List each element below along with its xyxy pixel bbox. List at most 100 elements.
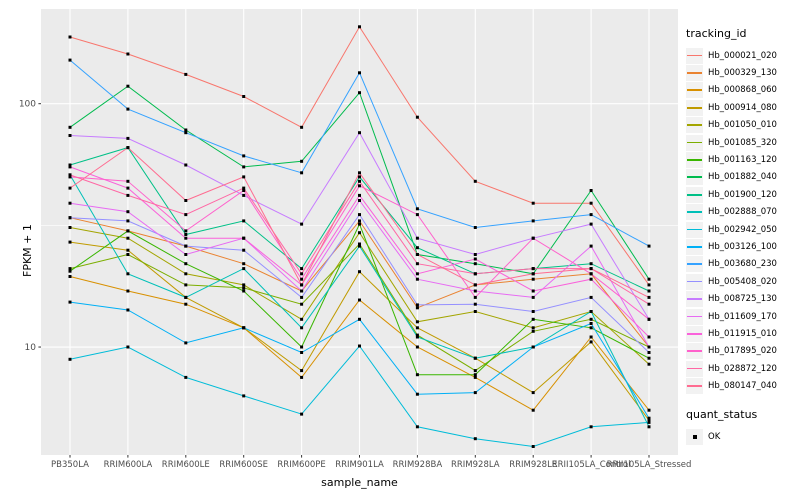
data-point-marker	[68, 226, 72, 229]
data-point-marker	[126, 289, 130, 293]
data-point-marker	[531, 236, 535, 240]
legend-key-swatch	[686, 99, 703, 116]
legend-color-line-icon	[687, 263, 702, 266]
legend-key-swatch	[686, 186, 703, 203]
legend-key-swatch	[686, 117, 703, 134]
legend-item-Hb_017895_020: Hb_017895_020	[686, 343, 798, 360]
legend-key-swatch	[686, 82, 703, 99]
legend-label: Hb_011609_170	[708, 311, 777, 322]
data-point-marker	[68, 300, 72, 304]
legend-color-line-icon	[687, 280, 702, 283]
data-point-marker	[473, 391, 477, 395]
x-tick-label-RRII105LA_Stressed: RRII105LA_Stressed	[607, 460, 692, 470]
legend-color-line-icon	[687, 159, 702, 161]
data-point-marker	[300, 345, 304, 349]
data-point-marker	[647, 351, 651, 354]
data-point-marker	[358, 171, 361, 175]
legend-color-line-icon	[687, 350, 702, 353]
data-point-marker	[473, 373, 477, 377]
data-point-marker	[126, 253, 130, 256]
legend-item-Hb_011609_170: Hb_011609_170	[686, 308, 798, 325]
legend-item-Hb_002942_050: Hb_002942_050	[686, 221, 798, 238]
legend-label: Hb_001882_040	[708, 172, 777, 183]
data-point-marker	[300, 159, 304, 163]
legend-item-Hb_000021_020: Hb_000021_020	[686, 47, 798, 64]
data-point-marker	[126, 229, 130, 233]
data-point-marker	[415, 115, 419, 119]
data-point-marker	[473, 226, 477, 229]
data-point-marker	[531, 326, 535, 330]
data-point-marker	[415, 207, 419, 211]
legend-item-Hb_000868_060: Hb_000868_060	[686, 82, 798, 99]
x-tick-label-RRIM928LA: RRIM928LA	[451, 460, 500, 470]
x-tick-label-RRIM600LE: RRIM600LE	[162, 460, 210, 470]
data-point-marker	[242, 95, 246, 98]
quant-ok-label: OK	[708, 431, 721, 442]
data-point-marker	[473, 253, 477, 256]
data-point-marker	[647, 416, 651, 420]
data-point-marker	[647, 408, 651, 412]
data-point-marker	[415, 277, 419, 281]
legend-item-Hb_008725_130: Hb_008725_130	[686, 290, 798, 308]
legend-color-line-icon	[687, 332, 702, 335]
data-point-marker	[242, 219, 246, 223]
data-point-marker	[531, 289, 535, 293]
data-point-marker	[647, 425, 651, 429]
data-point-marker	[589, 262, 593, 266]
data-point-marker	[647, 420, 651, 424]
data-point-marker	[647, 289, 651, 293]
data-point-marker	[531, 295, 535, 299]
data-point-marker	[358, 344, 361, 348]
data-point-marker	[126, 345, 130, 349]
data-point-marker	[358, 231, 361, 235]
data-point-marker	[358, 25, 361, 29]
data-point-marker	[647, 362, 651, 366]
data-point-marker	[184, 233, 188, 236]
data-point-marker	[184, 295, 188, 299]
data-point-marker	[415, 246, 419, 250]
data-point-marker	[473, 262, 477, 266]
legend-color-line-icon	[687, 193, 702, 196]
data-point-marker	[242, 236, 246, 240]
data-point-marker	[300, 302, 304, 306]
data-point-marker	[647, 295, 651, 299]
legend-item-Hb_001900_120: Hb_001900_120	[686, 186, 798, 203]
data-point-marker	[473, 437, 477, 441]
legend-key-swatch	[686, 256, 703, 273]
quant-ok-key	[686, 428, 703, 445]
data-point-marker	[358, 222, 361, 226]
data-point-marker	[242, 283, 246, 287]
data-point-marker	[647, 418, 651, 422]
data-point-marker	[473, 283, 477, 287]
legend-color-line-icon	[687, 245, 702, 248]
data-point-marker	[242, 286, 246, 290]
data-point-marker	[358, 270, 361, 274]
data-point-marker	[126, 136, 130, 140]
y-tick-label: 100	[19, 100, 36, 110]
data-point-marker	[300, 317, 304, 321]
legend-key-swatch	[686, 343, 703, 360]
legend-key-swatch	[686, 273, 703, 290]
legend-item-Hb_001882_040: Hb_001882_040	[686, 169, 798, 186]
data-point-marker	[300, 326, 304, 330]
legend-key-swatch	[686, 221, 703, 238]
legend-key-swatch	[686, 134, 703, 151]
data-point-marker	[589, 295, 593, 299]
data-point-marker	[415, 392, 419, 396]
data-point-marker	[358, 219, 361, 223]
legend-label: Hb_002888_070	[708, 207, 777, 218]
data-point-marker	[358, 175, 361, 179]
data-point-marker	[589, 267, 593, 271]
data-point-marker	[647, 244, 651, 248]
x-tick-label-RRII105LA_Control: RRII105LA_Control	[552, 460, 631, 470]
data-point-marker	[531, 445, 535, 448]
data-point-marker	[184, 72, 188, 76]
data-point-marker	[531, 329, 535, 333]
black-square-marker-icon	[693, 435, 697, 439]
data-point-marker	[184, 262, 188, 266]
data-point-marker	[358, 199, 361, 202]
data-point-marker	[68, 267, 72, 271]
legend-label: Hb_001163_120	[708, 155, 777, 166]
legend-key-swatch	[686, 238, 703, 255]
legend-item-Hb_001085_320: Hb_001085_320	[686, 134, 798, 151]
